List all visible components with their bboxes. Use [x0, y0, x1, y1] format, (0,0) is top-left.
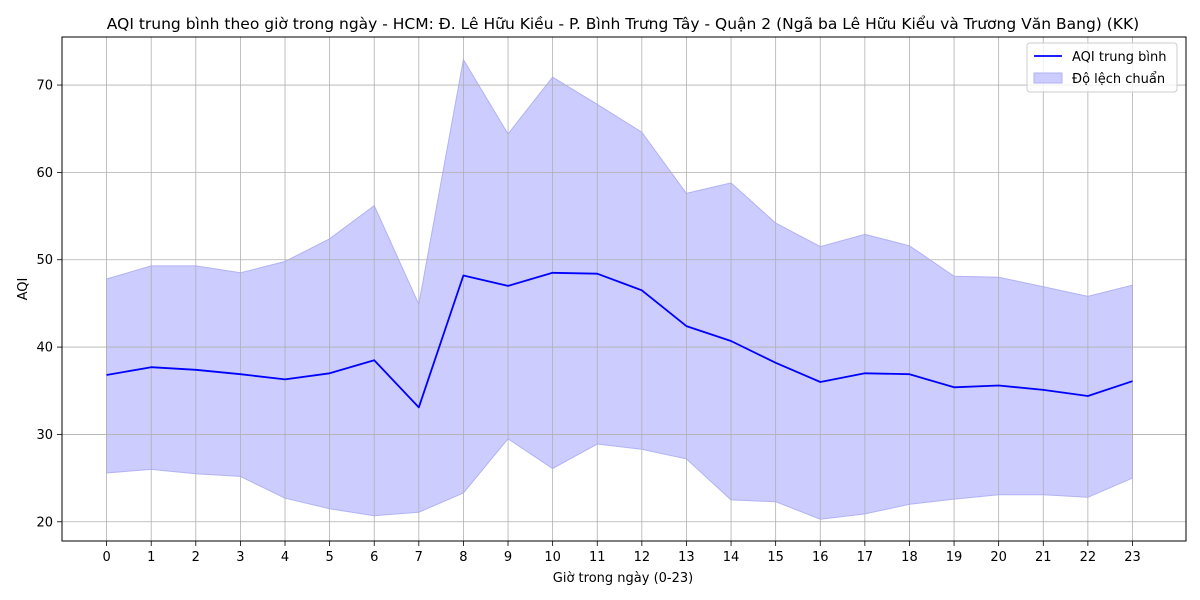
- x-tick-label: 0: [102, 550, 110, 565]
- chart-title: AQI trung bình theo giờ trong ngày - HCM…: [107, 15, 1139, 33]
- x-tick-label: 7: [415, 550, 423, 565]
- grid-layer: [62, 37, 1186, 541]
- x-tick-label: 19: [946, 550, 963, 565]
- x-tick-label: 21: [1035, 550, 1052, 565]
- y-tick-label: 70: [36, 79, 53, 94]
- x-tick-label: 6: [370, 550, 378, 565]
- y-tick-label: 20: [36, 515, 53, 530]
- x-tick-label: 20: [990, 550, 1007, 565]
- x-tick-label: 2: [192, 550, 200, 565]
- x-tick-label: 4: [281, 550, 289, 565]
- x-tick-label: 10: [544, 550, 561, 565]
- x-tick-label: 12: [634, 550, 651, 565]
- x-tick-label: 11: [589, 550, 606, 565]
- y-axis-label: AQI: [16, 278, 31, 301]
- legend: AQI trung bình Độ lệch chuẩn: [1026, 42, 1178, 93]
- x-tick-label: 9: [504, 550, 512, 565]
- legend-label-mean: AQI trung bình: [1072, 50, 1167, 65]
- plot-frame: [61, 36, 1187, 542]
- x-tick-label: 18: [901, 550, 918, 565]
- y-tick-layer: 20 30 40 50 60 70: [36, 79, 62, 530]
- y-tick-label: 40: [36, 341, 53, 356]
- std-band-layer: [106, 58, 1133, 520]
- legend-box: [1026, 42, 1178, 93]
- x-tick-label: 16: [812, 550, 829, 565]
- y-tick-label: 60: [36, 166, 53, 181]
- mean-line-layer: [106, 271, 1133, 409]
- y-tick-label: 30: [36, 428, 53, 443]
- x-tick-label: 14: [723, 550, 740, 565]
- x-tick-label: 1: [147, 550, 155, 565]
- x-tick-label: 22: [1080, 550, 1097, 565]
- legend-band-swatch: [1033, 72, 1063, 84]
- x-tick-label: 13: [678, 550, 695, 565]
- x-tick-label: 23: [1124, 550, 1141, 565]
- x-tick-label: 17: [857, 550, 874, 565]
- x-tick-label: 15: [767, 550, 784, 565]
- x-tick-label: 3: [236, 550, 244, 565]
- x-tick-layer: 0 1 2 3 4 5 6 7 8 9 10 11 12 13 14 15 16 17 18 19 20 21 22 23: [102, 541, 1141, 565]
- y-tick-label: 50: [36, 253, 53, 268]
- x-tick-label: 8: [459, 550, 467, 565]
- mean-aqi-line: [106, 271, 1133, 409]
- x-axis-label: Giờ trong ngày (0-23): [553, 571, 693, 586]
- std-band: [106, 58, 1133, 520]
- legend-label-std: Độ lệch chuẩn: [1072, 72, 1165, 87]
- x-tick-label: 5: [325, 550, 333, 565]
